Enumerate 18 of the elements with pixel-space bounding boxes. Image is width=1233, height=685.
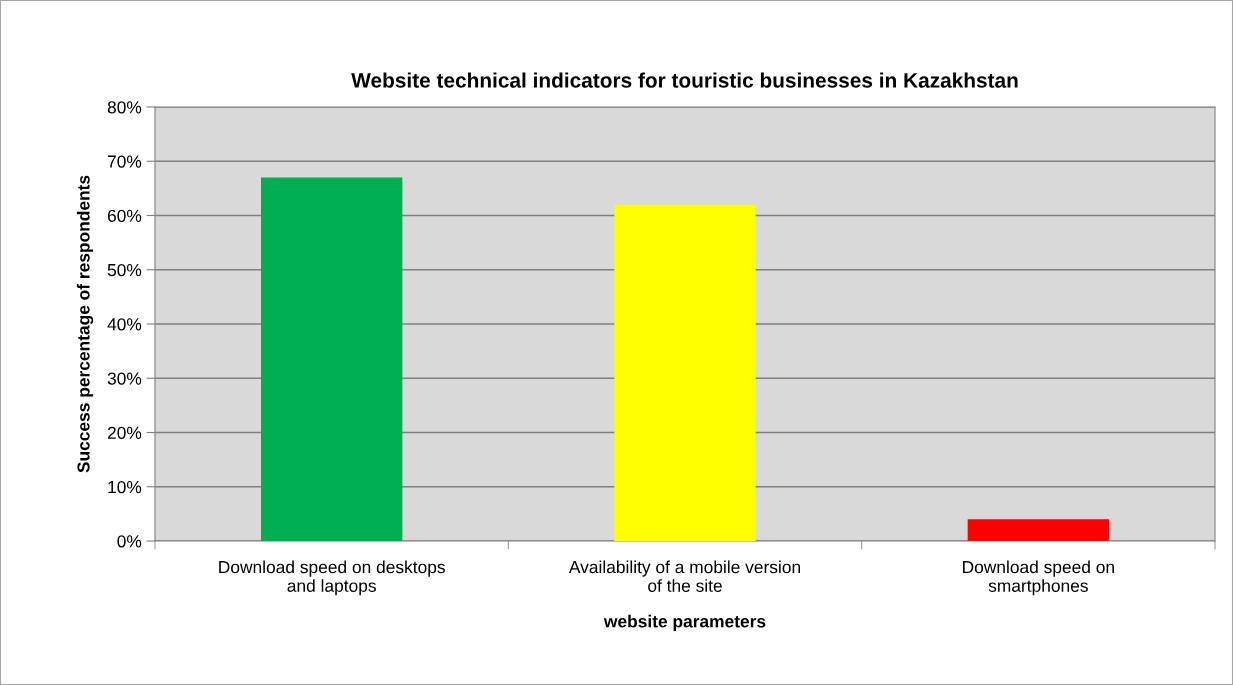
y-tick-label: 80%	[107, 101, 142, 114]
bar	[967, 519, 1109, 541]
y-tick-label: 70%	[107, 155, 142, 168]
y-tick-label: 0%	[117, 535, 142, 548]
y-axis-title: Success percentage of respondents	[76, 175, 94, 473]
x-axis-title: website parameters	[603, 614, 766, 631]
x-tick-label: Availability of a mobile version of the site	[568, 560, 800, 592]
y-tick-label: 20%	[107, 426, 142, 439]
bar	[614, 204, 756, 541]
y-tick-label: 10%	[108, 480, 142, 494]
y-tick-label: 30%	[107, 372, 142, 385]
y-tick-label: 40%	[107, 318, 142, 331]
chart-title: Website technical indicators for touristic businesses in Kazakhstan	[351, 72, 1018, 88]
bar	[261, 177, 403, 541]
x-tick-label: Download speed on desktops and laptops	[219, 560, 445, 596]
y-tick-label: 60%	[107, 209, 142, 222]
y-tick-label: 50%	[107, 263, 142, 277]
x-tick-label: Download speed on smartphones	[963, 560, 1114, 596]
